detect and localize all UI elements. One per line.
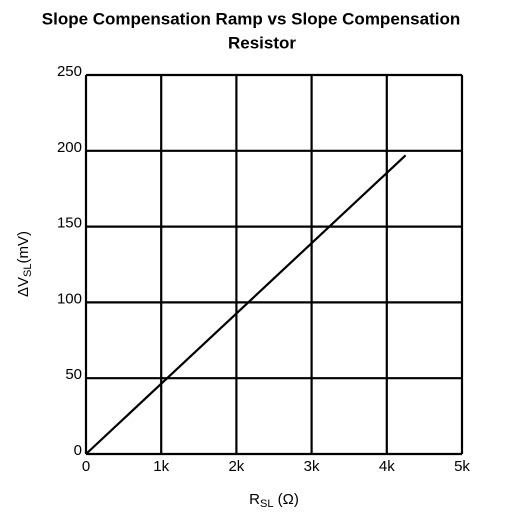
y-tick-label: 250: [57, 63, 82, 80]
x-tick-label: 4k: [379, 458, 395, 475]
y-tick-label: 50: [65, 366, 82, 383]
y-axis-label-main: ΔV: [15, 277, 32, 297]
y-axis-label-unit: (mV): [15, 231, 32, 264]
x-axis-label: RSL (Ω): [249, 491, 299, 510]
y-axis-label-sub: SL: [22, 264, 34, 277]
data-line: [85, 154, 407, 455]
x-tick-label: 2k: [228, 458, 244, 475]
chart-title: Resistor: [228, 33, 296, 52]
y-tick-label: 0: [74, 442, 82, 459]
x-axis-label-unit: (Ω): [273, 491, 298, 508]
x-tick-label: 5k: [454, 458, 470, 475]
x-tick-label: 0: [82, 458, 90, 475]
y-tick-label: 150: [57, 215, 82, 232]
x-axis-label-main: R: [249, 491, 260, 508]
y-tick-label: 200: [57, 139, 82, 156]
x-tick-label: 1k: [153, 458, 169, 475]
x-axis-label-sub: SL: [260, 498, 273, 510]
y-axis-label: ΔVSL(mV): [15, 231, 34, 297]
x-tick-label: 3k: [304, 458, 320, 475]
chart-title: Slope Compensation Ramp vs Slope Compens…: [42, 9, 460, 28]
y-tick-label: 100: [57, 290, 82, 307]
